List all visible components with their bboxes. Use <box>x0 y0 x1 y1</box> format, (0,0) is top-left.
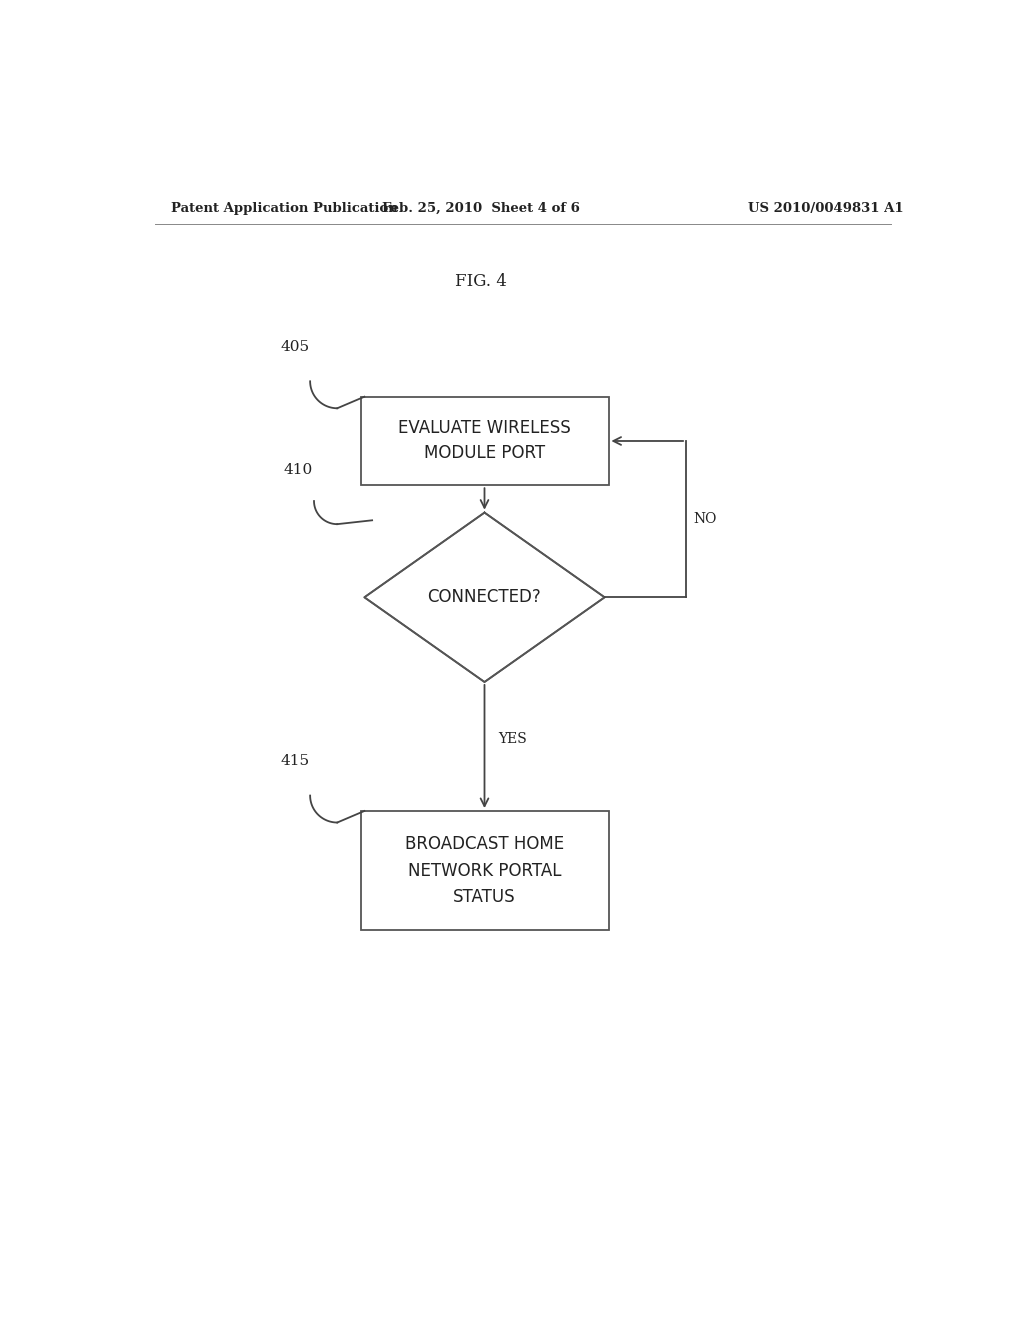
Text: 415: 415 <box>280 754 309 768</box>
Text: 405: 405 <box>280 339 309 354</box>
Text: YES: YES <box>499 731 527 746</box>
Text: CONNECTED?: CONNECTED? <box>428 589 542 606</box>
Text: Feb. 25, 2010  Sheet 4 of 6: Feb. 25, 2010 Sheet 4 of 6 <box>382 202 580 215</box>
Text: EVALUATE WIRELESS
MODULE PORT: EVALUATE WIRELESS MODULE PORT <box>398 420 570 462</box>
Text: US 2010/0049831 A1: US 2010/0049831 A1 <box>748 202 903 215</box>
Bar <box>360 810 608 931</box>
Polygon shape <box>365 512 604 682</box>
Text: 410: 410 <box>284 463 313 478</box>
Text: FIG. 4: FIG. 4 <box>455 273 507 290</box>
Text: NO: NO <box>693 512 717 527</box>
Text: Patent Application Publication: Patent Application Publication <box>171 202 397 215</box>
Text: BROADCAST HOME
NETWORK PORTAL
STATUS: BROADCAST HOME NETWORK PORTAL STATUS <box>404 836 564 906</box>
Bar <box>360 397 608 486</box>
